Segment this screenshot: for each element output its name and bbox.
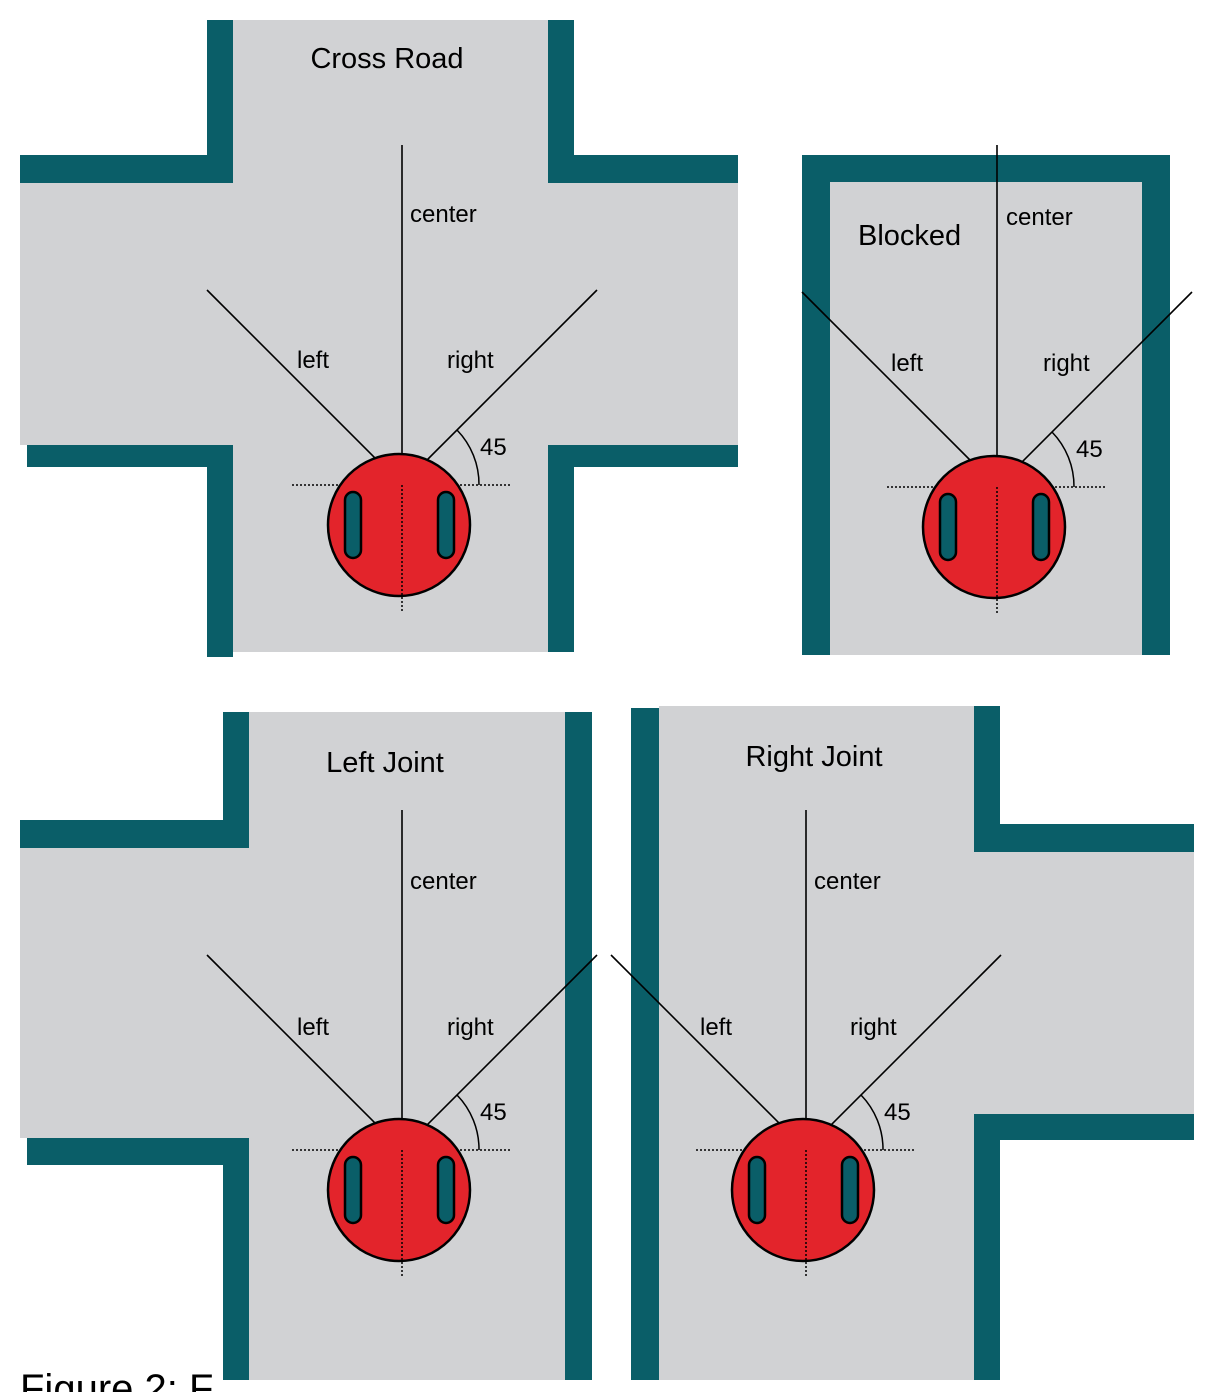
angle-label: 45 <box>480 1099 507 1126</box>
wall-bottom-right-vertical <box>548 445 574 652</box>
wall-bottom-left-vertical <box>223 1138 249 1380</box>
right-wheel <box>436 490 456 560</box>
panel-title: Left Joint <box>326 747 444 779</box>
right-label: right <box>1043 350 1090 377</box>
right-ray <box>805 954 1002 1151</box>
left-wheel <box>343 1155 363 1225</box>
left-ray <box>610 954 807 1151</box>
right-ray <box>401 954 598 1151</box>
angle-label: 45 <box>1076 436 1103 463</box>
panel-cross-road: Cross Road center left right 45 <box>20 20 738 657</box>
robot-body <box>326 452 472 598</box>
wall-bottom-left-horizontal <box>27 445 233 467</box>
panel-title: Right Joint <box>745 741 882 773</box>
panel-title: Blocked <box>858 220 961 252</box>
left-wheel <box>747 1155 767 1225</box>
center-label: center <box>814 868 881 895</box>
center-label: center <box>410 868 477 895</box>
panel-right-joint: Right Joint center left right 45 <box>610 706 1194 1380</box>
right-wheel <box>840 1155 860 1225</box>
left-ray <box>206 289 403 486</box>
robot <box>326 1117 472 1277</box>
robot-body <box>921 454 1067 600</box>
right-ray <box>996 291 1193 488</box>
right-ray <box>401 289 598 486</box>
road-horizontal <box>20 848 565 1138</box>
left-ray <box>206 954 403 1151</box>
robot <box>921 454 1067 614</box>
robot-body <box>730 1117 876 1263</box>
left-wheel <box>938 492 958 562</box>
left-label: left <box>297 347 329 374</box>
left-label: left <box>297 1014 329 1041</box>
angle-arc <box>456 1094 480 1151</box>
wall-bottom-left-vertical <box>207 445 233 657</box>
panel-left-joint: Left Joint center left right 45 <box>20 712 598 1380</box>
wall-left <box>631 708 659 1380</box>
figure-caption: Figure 2: F <box>20 1367 213 1392</box>
angle-arc <box>860 1094 884 1151</box>
left-label: left <box>891 350 923 377</box>
right-wheel <box>436 1155 456 1225</box>
wall-top-right-horizontal <box>548 155 738 183</box>
road-horizontal <box>659 852 1194 1114</box>
right-label: right <box>447 347 494 374</box>
angle-arc <box>456 429 480 486</box>
wall-left <box>802 155 830 655</box>
center-label: center <box>1006 204 1073 231</box>
left-ray <box>801 291 998 488</box>
wall-right <box>1142 155 1170 655</box>
left-wheel <box>343 490 363 560</box>
wall-top-right-horizontal <box>974 824 1194 852</box>
wall-top-left-horizontal <box>20 820 249 848</box>
right-wheel <box>1031 492 1051 562</box>
wall-right <box>565 712 592 1380</box>
wall-bottom-right-horizontal <box>548 445 738 467</box>
wall-bottom-right-vertical <box>974 1114 1000 1380</box>
right-label: right <box>850 1014 897 1041</box>
center-label: center <box>410 201 477 228</box>
road-horizontal <box>20 183 738 445</box>
angle-arc <box>1051 431 1075 488</box>
wall-top <box>802 155 1170 182</box>
wall-bottom-right-horizontal <box>974 1114 1194 1140</box>
panel-title: Cross Road <box>310 43 463 75</box>
wall-bottom-left-horizontal <box>27 1138 249 1165</box>
angle-label: 45 <box>884 1099 911 1126</box>
robot <box>730 1117 876 1277</box>
panel-blocked: Blocked center left right 45 <box>801 145 1193 655</box>
wall-top-left-horizontal <box>20 155 233 183</box>
robot-body <box>326 1117 472 1263</box>
angle-label: 45 <box>480 434 507 461</box>
left-label: left <box>700 1014 732 1041</box>
robot <box>326 452 472 612</box>
right-label: right <box>447 1014 494 1041</box>
